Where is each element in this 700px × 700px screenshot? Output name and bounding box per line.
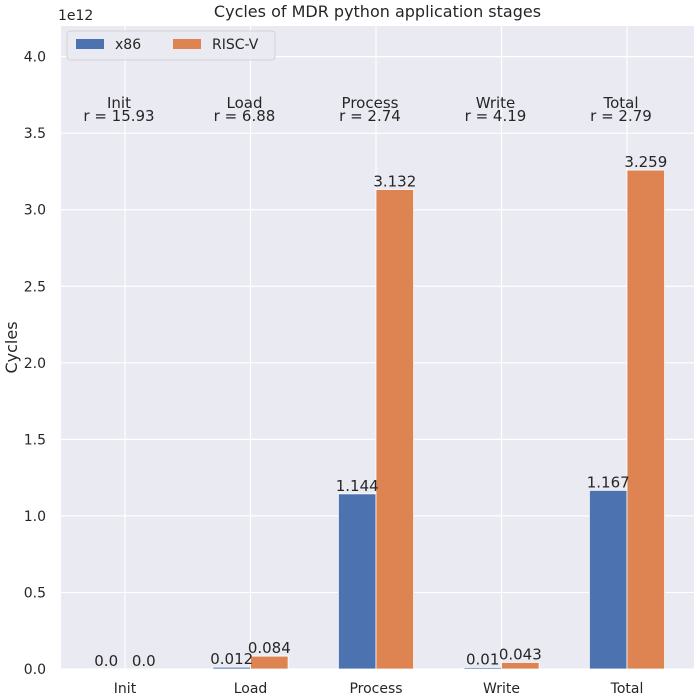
stage-annotation-ratio: r = 4.19 xyxy=(465,107,527,125)
legend-label: x86 xyxy=(115,37,141,53)
bar-x86-total xyxy=(589,489,628,670)
y-axis-title: Cycles xyxy=(2,321,21,373)
y-tick-label: 1.5 xyxy=(24,432,46,448)
bar-x86-process xyxy=(337,493,377,670)
stage-annotation-name: Total xyxy=(602,94,638,112)
stage-annotation-ratio: r = 6.88 xyxy=(214,107,276,125)
y-tick-label: 2.0 xyxy=(24,356,46,372)
bar-value-label: 1.144 xyxy=(336,477,379,495)
bar-value-label: 3.259 xyxy=(624,153,667,171)
y-tick-label: 1.0 xyxy=(24,509,46,525)
stage-annotation-name: Process xyxy=(342,94,399,112)
y-tick-label: 0.0 xyxy=(24,662,46,678)
stage-annotation-name: Init xyxy=(107,94,131,112)
bar-value-label: 3.132 xyxy=(373,173,416,191)
stage-annotation-ratio: r = 2.79 xyxy=(590,107,652,125)
legend-box xyxy=(66,30,276,61)
x-tick-label: Process xyxy=(349,681,402,697)
x-tick-label: Init xyxy=(114,681,137,697)
y-axis-multiplier: 1e12 xyxy=(58,8,93,24)
legend: x86 RISC-V xyxy=(66,30,276,61)
chart-title: Cycles of MDR python application stages xyxy=(214,2,541,21)
bar-value-label: 1.167 xyxy=(587,473,630,491)
stage-annotation-name: Load xyxy=(227,94,263,112)
chart-text: Cycles of MDR python application stages … xyxy=(2,2,667,697)
y-tick-label: 4.0 xyxy=(24,50,46,66)
bar-value-label: 0.0 xyxy=(94,652,118,670)
bar-risc-v-load xyxy=(250,655,289,670)
bar-value-label: 0.01 xyxy=(466,650,499,668)
stage-annotation-ratio: r = 2.74 xyxy=(339,107,401,125)
legend-swatch-risc-v xyxy=(173,39,201,49)
legend-label: RISC-V xyxy=(212,37,259,53)
bar-risc-v-total xyxy=(626,169,665,670)
legend-swatch-x86 xyxy=(76,39,104,49)
y-tick-label: 3.5 xyxy=(24,126,46,142)
stage-annotation-ratio: r = 15.93 xyxy=(83,107,154,125)
bar-value-label: 0.012 xyxy=(210,650,253,668)
bar-risc-v-process xyxy=(375,189,414,670)
bar-value-label: 0.084 xyxy=(248,639,291,657)
y-tick-label: 3.0 xyxy=(24,203,46,219)
bar-risc-v-write xyxy=(501,662,540,670)
x-tick-label: Total xyxy=(610,681,644,697)
bar-value-label: 0.0 xyxy=(132,652,156,670)
x-tick-label: Load xyxy=(234,681,268,697)
bars xyxy=(212,169,665,670)
y-tick-label: 0.5 xyxy=(24,585,46,601)
x-tick-label: Write xyxy=(483,681,520,697)
stage-annotation-name: Write xyxy=(476,94,516,112)
y-tick-label: 2.5 xyxy=(24,279,46,295)
bar-value-label: 0.043 xyxy=(499,645,542,663)
